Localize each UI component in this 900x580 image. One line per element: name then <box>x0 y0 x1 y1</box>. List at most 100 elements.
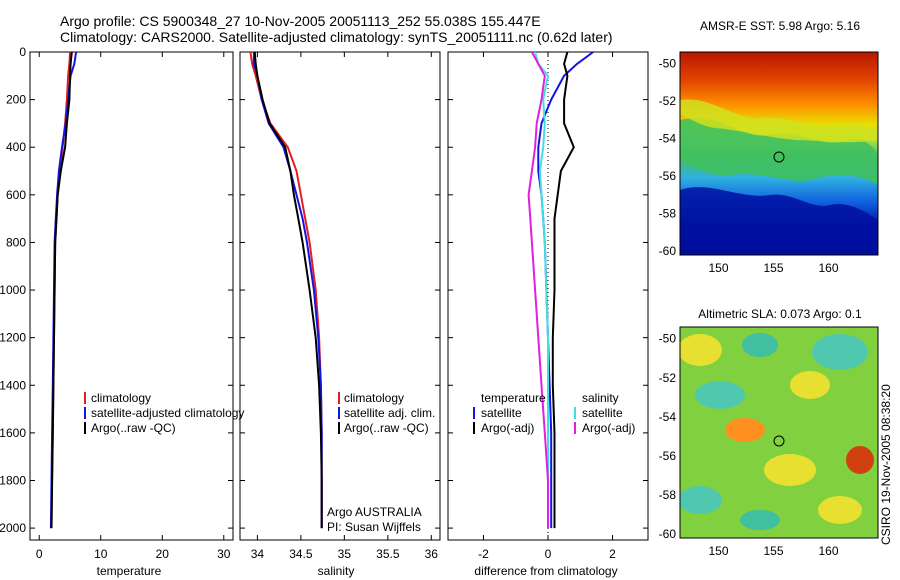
temperature-panel <box>29 51 234 541</box>
difference-legend: temperature satellite Argo(-adj) salinit… <box>473 391 635 435</box>
y-tick-label: 800 <box>6 235 26 249</box>
y-tick-label: 200 <box>6 93 26 107</box>
map-x-tick-label: 160 <box>818 544 838 558</box>
legend-satellite-adjusted: satellite-adjusted climatology <box>91 406 244 420</box>
map-y-tick-label: -58 <box>659 488 677 502</box>
sst-map <box>680 52 878 255</box>
x-tick-label: 35.5 <box>376 547 400 561</box>
series-line-salinity-satellite <box>534 51 550 529</box>
sst-map-frame <box>679 51 879 256</box>
y-tick-label: 1200 <box>0 331 26 345</box>
sla-eddy <box>740 510 780 530</box>
x-tick-label: 36 <box>425 547 439 561</box>
temperature-xlabel: temperature <box>97 564 162 578</box>
legend-group-salinity: salinity <box>582 391 619 405</box>
map-y-tick-label: -56 <box>659 169 677 183</box>
map-y-tick-label: -54 <box>659 131 677 145</box>
sla-eddy <box>846 446 874 474</box>
y-tick-label: 1800 <box>0 473 26 487</box>
sst-front-yellow <box>680 99 878 143</box>
map-y-tick-label: -50 <box>659 56 677 70</box>
map-y-tick-label: -60 <box>659 244 677 258</box>
map-y-tick-label: -58 <box>659 207 677 221</box>
x-tick-label: 0 <box>36 547 43 561</box>
x-tick-label: -2 <box>478 547 489 561</box>
sla-map <box>680 327 878 538</box>
x-tick-label: 20 <box>156 547 170 561</box>
x-tick-label: 10 <box>94 547 108 561</box>
map-x-tick-label: 155 <box>763 261 783 275</box>
annotation-argo-australia: Argo AUSTRALIA <box>327 505 422 519</box>
title-line-2: Climatology: CARS2000. Satellite-adjuste… <box>60 29 613 45</box>
map-y-tick-label: -50 <box>659 332 677 346</box>
sla-eddy <box>742 333 778 357</box>
sla-eddy <box>725 418 765 442</box>
y-tick-label: 1600 <box>0 426 26 440</box>
x-tick-label: 2 <box>609 547 616 561</box>
series-lines <box>49 51 594 540</box>
sla-eddy <box>695 381 745 409</box>
sla-eddy <box>764 454 816 486</box>
y-tick-label: 1400 <box>0 378 26 392</box>
legend-argo: Argo(..raw -QC) <box>344 421 429 435</box>
map-x-tick-label: 150 <box>708 544 728 558</box>
axis-ticks: 0 10 20 30020040060080010001200140016001800… <box>0 45 839 561</box>
legend-swatch-temp-satellite <box>473 407 475 419</box>
legend-swatch-climatology <box>338 392 340 404</box>
x-tick-label: 35 <box>338 547 352 561</box>
sla-eddy <box>812 334 868 370</box>
map-x-tick-label: 155 <box>763 544 783 558</box>
x-tick-label: 34 <box>251 547 265 561</box>
legend-satellite-adj: satellite adj. clim. <box>344 406 435 420</box>
y-tick-label: 400 <box>6 140 26 154</box>
series-line-argo-raw-qc- <box>253 51 323 529</box>
sla-eddy <box>818 496 862 524</box>
legend-swatch-satellite <box>84 407 86 419</box>
legend-swatch-argo <box>338 422 340 434</box>
salinity-legend: climatology satellite adj. clim. Argo(..… <box>327 391 435 534</box>
sla-eddy <box>680 334 722 366</box>
legend-argo: Argo(..raw -QC) <box>91 421 176 435</box>
map-y-tick-label: -52 <box>659 94 677 108</box>
sla-map-title: Altimetric SLA: 0.073 Argo: 0.1 <box>698 307 862 321</box>
map-y-tick-label: -56 <box>659 449 677 463</box>
salinity-panel <box>239 51 441 541</box>
x-tick-label: 30 <box>217 547 231 561</box>
sst-front-green <box>680 117 878 185</box>
map-y-tick-label: -52 <box>659 371 677 385</box>
series-line-argo-raw-qc- <box>50 51 73 529</box>
y-tick-label: 2000 <box>0 521 26 535</box>
title-line-1: Argo profile: CS 5900348_27 10-Nov-2005 … <box>60 13 541 29</box>
legend-sal-argo: Argo(-adj) <box>582 421 635 435</box>
temperature-legend: climatology satellite-adjusted climatolo… <box>84 391 244 435</box>
x-tick-label: 0 <box>545 547 552 561</box>
legend-swatch-satellite <box>338 407 340 419</box>
sst-cold-tongue <box>680 187 878 255</box>
legend-sal-satellite: satellite <box>582 406 623 420</box>
sst-profile-marker <box>773 151 785 163</box>
legend-temp-argo: Argo(-adj) <box>481 421 534 435</box>
series-line-temperature-argo-adj- <box>551 51 575 529</box>
map-y-tick-label: -60 <box>659 527 677 541</box>
sla-eddy <box>790 371 830 399</box>
legend-climatology: climatology <box>344 391 404 405</box>
legend-swatch-sal-argo <box>574 422 576 434</box>
legend-swatch-sal-satellite <box>574 407 576 419</box>
annotation-pi: PI: Susan Wijffels <box>327 520 421 534</box>
x-tick-label: 34.5 <box>289 547 313 561</box>
side-label: CSIRO 19-Nov-2005 08:38:20 <box>879 384 893 545</box>
y-tick-label: 1000 <box>0 283 26 297</box>
map-x-tick-label: 150 <box>708 261 728 275</box>
y-tick-label: 600 <box>6 188 26 202</box>
difference-xlabel: difference from climatology <box>474 564 617 578</box>
sla-profile-marker <box>773 435 785 447</box>
map-x-tick-label: 160 <box>818 261 838 275</box>
y-tick-label: 0 <box>19 45 26 59</box>
sla-map-frame <box>679 326 879 539</box>
legend-swatch-climatology <box>84 392 86 404</box>
legend-group-temperature: temperature <box>481 391 546 405</box>
legend-swatch-temp-argo <box>473 422 475 434</box>
legend-temp-satellite: satellite <box>481 406 522 420</box>
map-y-tick-label: -54 <box>659 410 677 424</box>
